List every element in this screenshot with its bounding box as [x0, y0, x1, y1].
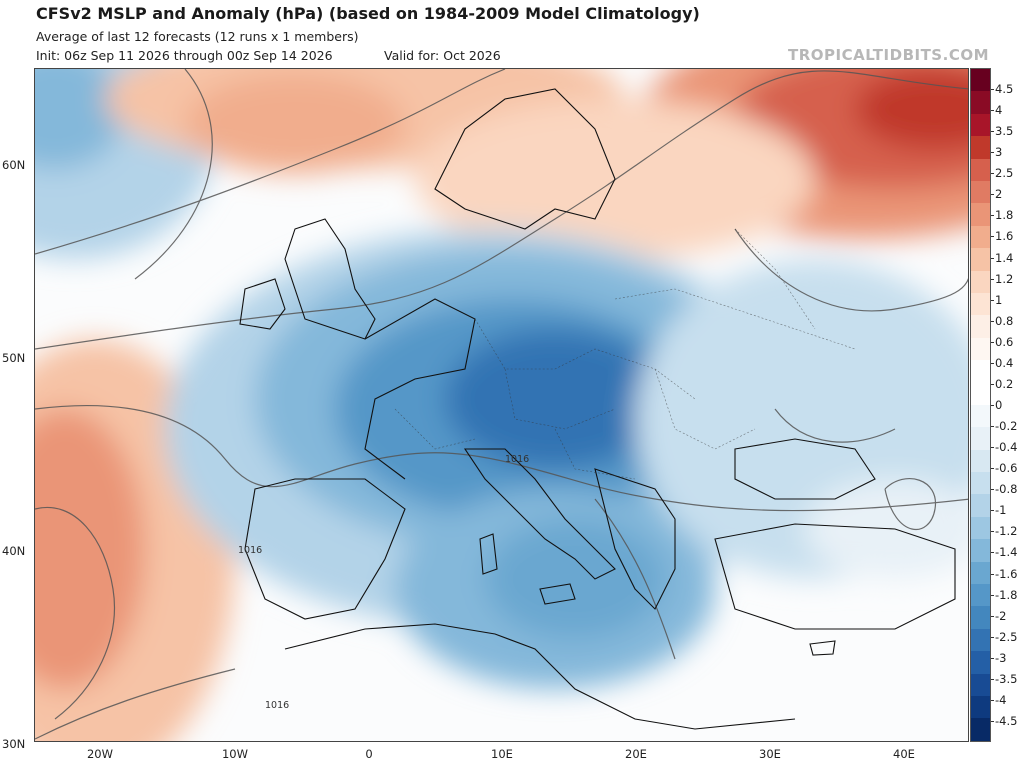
colorbar-segment: [971, 404, 990, 428]
colorbar-tick-label: 1.8: [990, 208, 1014, 223]
colorbar-tick-label: -2.5: [990, 629, 1018, 644]
colorbar-tick-label: -1: [990, 503, 1007, 518]
colorbar-tick-label: -3.5: [990, 671, 1018, 686]
colorbar-segment: [971, 494, 990, 517]
colorbar-segment: [971, 651, 990, 674]
colorbar-tick-label: -1.4: [990, 545, 1018, 560]
colorbar-tick-label: 0.4: [990, 355, 1014, 370]
colorbar-segment: [971, 180, 990, 204]
colorbar-segment: [971, 315, 990, 338]
forecast-subtitle: Average of last 12 forecasts (12 runs x …: [36, 29, 359, 44]
colorbar-segment: [971, 292, 990, 316]
colorbar-tick-label: 3.5: [990, 124, 1014, 139]
colorbar-segment: [971, 561, 990, 584]
contour-label: 1016: [505, 454, 530, 465]
colorbar-tick-label: 2.5: [990, 166, 1014, 181]
colorbar-segment: [971, 449, 990, 473]
colorbar-tick-label: 4: [990, 103, 1003, 118]
colorbar-tick-label: -1.2: [990, 524, 1018, 539]
colorbar-segment: [971, 91, 990, 114]
colorbar-segment: [971, 225, 990, 249]
init-time-label: Init: 06z Sep 11 2026 through 00z Sep 14…: [36, 48, 333, 63]
colorbar-segment: [971, 203, 990, 226]
colorbar-segment: [971, 427, 990, 450]
colorbar-segment: [971, 539, 990, 562]
colorbar-tick-label: -0.6: [990, 461, 1018, 476]
colorbar-segment: [971, 695, 990, 719]
colorbar-segment: [971, 606, 990, 629]
colorbar-tick-label: 0.2: [990, 376, 1014, 391]
colorbar-tick-label: 0: [990, 398, 1003, 412]
lat-label-50n: 50N: [2, 351, 26, 365]
colorbar-tick-label: -0.4: [990, 440, 1018, 455]
map-svg: [35, 69, 968, 741]
chart-title: CFSv2 MSLP and Anomaly (hPa) (based on 1…: [36, 4, 700, 23]
colorbar-segment: [971, 360, 990, 383]
colorbar-segment: [971, 158, 990, 181]
lat-label-40n: 40N: [2, 544, 26, 558]
colorbar-tick-label: 0.6: [990, 334, 1014, 349]
lon-label-10w: 10W: [221, 747, 249, 761]
lon-label-40e: 40E: [893, 747, 915, 761]
colorbar-segment: [971, 69, 990, 92]
lon-label-0: 0: [365, 747, 373, 761]
colorbar-segment: [971, 113, 990, 137]
contour-label: 1016: [265, 700, 290, 711]
colorbar-segment: [971, 718, 990, 741]
anomaly-field: [35, 69, 968, 741]
lat-label-30n: 30N: [2, 737, 26, 751]
colorbar-tick-label: -3: [990, 650, 1007, 665]
colorbar-tick-label: -4.5: [990, 714, 1018, 728]
contour-label: 1016: [238, 545, 263, 556]
colorbar-tick-label: 1.4: [990, 250, 1014, 265]
colorbar-segment: [971, 382, 990, 405]
colorbar-tick-label: 4.5: [990, 82, 1014, 96]
colorbar-tick-label: 1.2: [990, 271, 1014, 286]
lon-label-20w: 20W: [86, 747, 114, 761]
borders: [394, 228, 856, 480]
colorbar-segment: [971, 628, 990, 652]
lon-label-30e: 30E: [759, 747, 781, 761]
colorbar: [970, 68, 991, 742]
lon-label-20e: 20E: [625, 747, 647, 761]
colorbar-segment: [971, 472, 990, 495]
colorbar-segment: [971, 270, 990, 293]
colorbar-tick-label: 2: [990, 187, 1003, 202]
colorbar-tick-label: -1.8: [990, 587, 1018, 602]
colorbar-tick-label: -0.8: [990, 482, 1018, 497]
coastlines: [239, 88, 956, 730]
colorbar-segment: [971, 516, 990, 540]
colorbar-tick-label: -4: [990, 692, 1007, 707]
brand-watermark: TROPICALTIDBITS.COM: [788, 46, 989, 64]
isobars: [35, 69, 968, 740]
lat-label-60n: 60N: [2, 158, 26, 172]
colorbar-tick-label: -1.6: [990, 566, 1018, 581]
anomaly-map: [34, 68, 969, 742]
colorbar-tick-label: -2: [990, 608, 1007, 623]
colorbar-tick-label: 0.8: [990, 313, 1014, 328]
colorbar-tick-label: 3: [990, 145, 1003, 160]
colorbar-tick-label: 1: [990, 292, 1003, 307]
colorbar-segment: [971, 673, 990, 696]
lon-label-10e: 10E: [491, 747, 513, 761]
colorbar-tick-label: 1.6: [990, 229, 1014, 244]
colorbar-segment: [971, 248, 990, 271]
colorbar-tick-label: -0.2: [990, 419, 1018, 434]
colorbar-segment: [971, 136, 990, 159]
valid-time-label: Valid for: Oct 2026: [384, 48, 501, 63]
colorbar-segment: [971, 337, 990, 361]
colorbar-segment: [971, 583, 990, 607]
